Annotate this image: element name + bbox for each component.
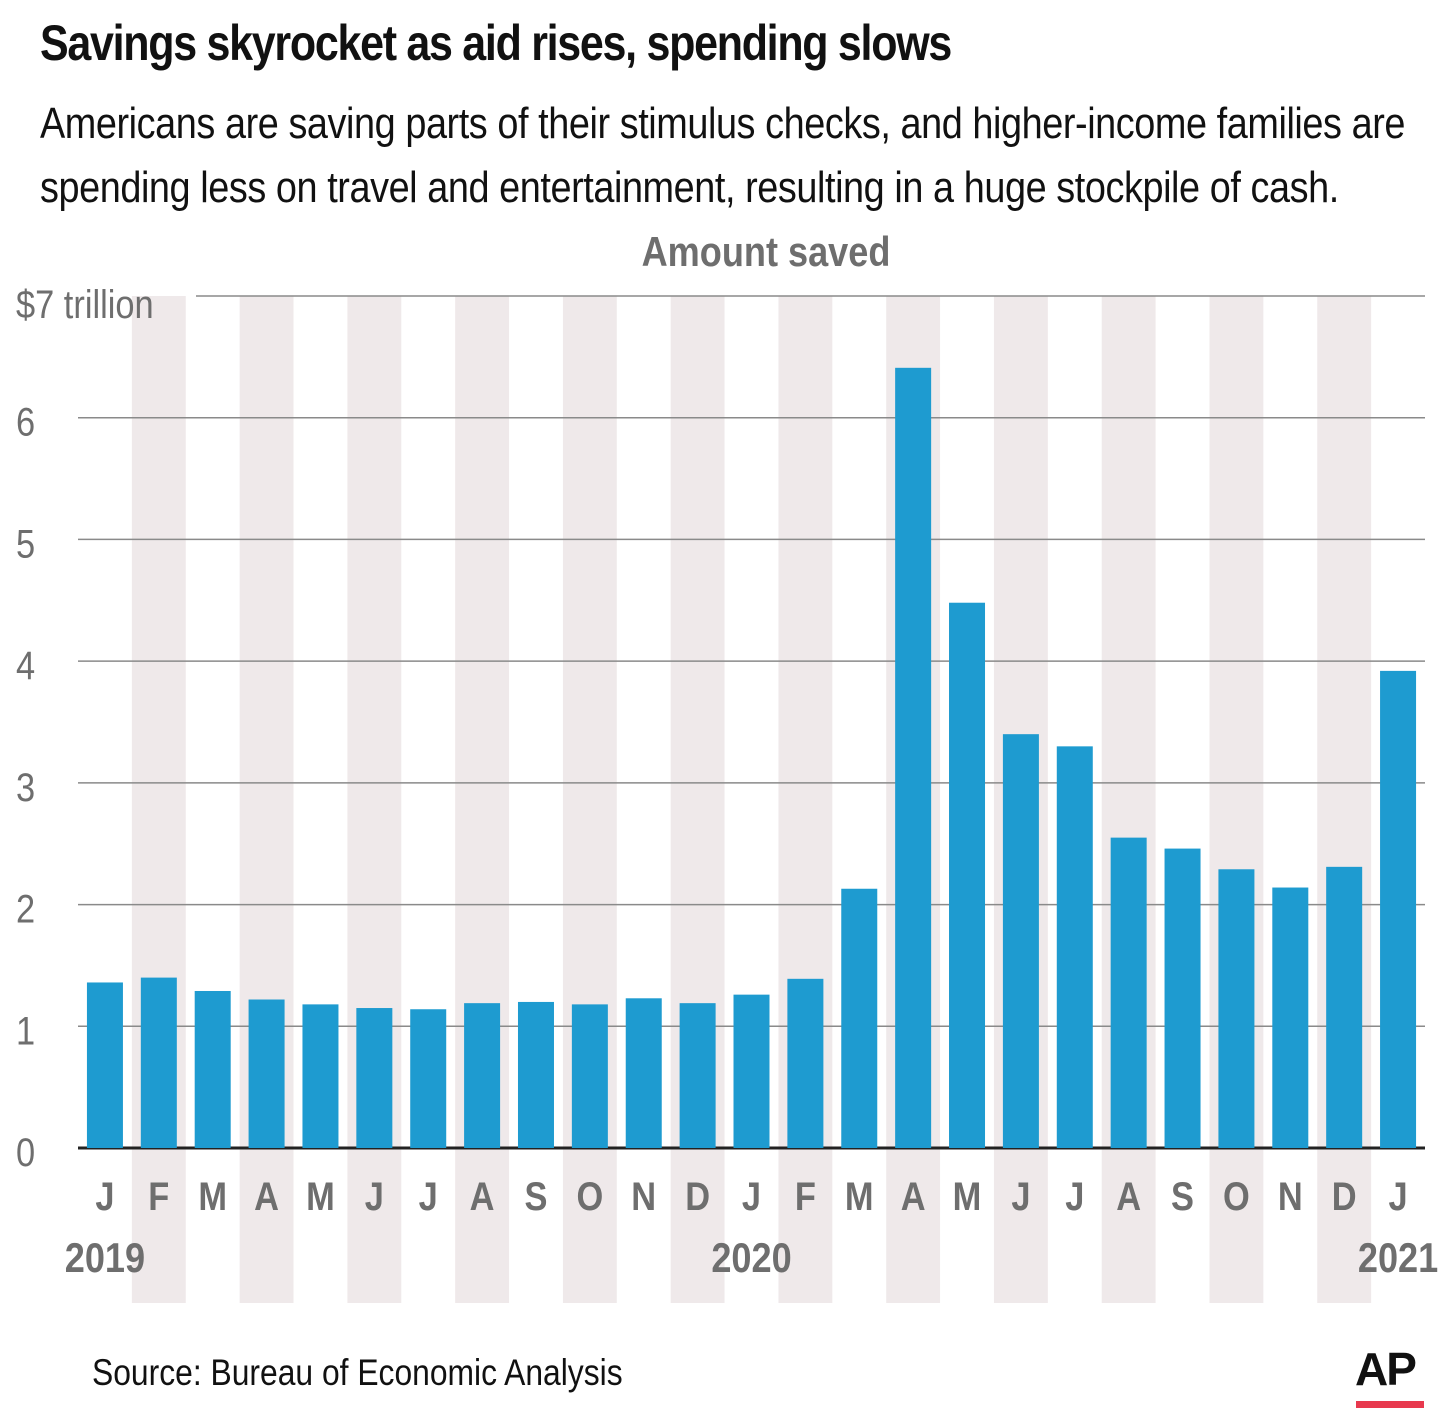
month-band: [670, 296, 725, 1303]
y-tick-label: 3: [16, 764, 35, 809]
bar-17: [1002, 734, 1039, 1148]
month-band: [347, 296, 402, 1303]
bar-4: [302, 1004, 339, 1148]
x-tick-label: J: [419, 1174, 438, 1219]
ap-logo: AP: [1355, 1343, 1417, 1395]
x-tick-label: J: [1011, 1174, 1030, 1219]
x-tick-label: A: [470, 1174, 495, 1219]
bar-11: [679, 1003, 716, 1148]
page-title: Savings skyrocket as aid rises, spending…: [40, 15, 952, 71]
bar-16: [949, 602, 986, 1148]
y-tick-label: 6: [16, 399, 35, 444]
bar-21: [1218, 869, 1255, 1148]
bar-12: [733, 994, 770, 1148]
month-band: [562, 296, 617, 1303]
x-tick-label: M: [306, 1174, 335, 1219]
bar-20: [1164, 848, 1201, 1148]
x-tick-label: J: [742, 1174, 761, 1219]
month-band: [131, 296, 186, 1303]
x-tick-label: F: [148, 1174, 169, 1219]
x-tick-label: O: [576, 1174, 603, 1219]
month-band: [1317, 296, 1372, 1303]
bar-23: [1326, 866, 1363, 1148]
x-tick-label: A: [1116, 1174, 1141, 1219]
x-tick-label: N: [1278, 1174, 1303, 1219]
y-tick-label: $7 trillion: [16, 282, 154, 327]
chart-title: Amount saved: [642, 230, 891, 276]
x-tick-label: F: [795, 1174, 816, 1219]
x-tick-label: J: [365, 1174, 384, 1219]
bar-6: [410, 1009, 447, 1148]
x-tick-label: J: [1065, 1174, 1084, 1219]
ap-logo-accent-bar: [1356, 1401, 1424, 1408]
bar-13: [787, 978, 824, 1148]
page-subtitle: Americans are saving parts of their stim…: [40, 99, 1405, 212]
bar-9: [571, 1004, 608, 1148]
bar-5: [356, 1008, 393, 1148]
x-tick-label: A: [901, 1174, 926, 1219]
x-tick-label: J: [1388, 1174, 1407, 1219]
bar-10: [625, 998, 662, 1148]
month-band: [455, 296, 510, 1303]
bar-24: [1380, 670, 1417, 1148]
x-tick-label: M: [953, 1174, 982, 1219]
x-tick-label: O: [1223, 1174, 1250, 1219]
bar-22: [1272, 887, 1309, 1148]
bar-18: [1056, 746, 1093, 1148]
bar-1: [140, 977, 177, 1148]
month-band: [239, 296, 294, 1303]
year-label: 2019: [65, 1236, 145, 1282]
bar-8: [517, 1001, 554, 1148]
x-tick-label: D: [1332, 1174, 1357, 1219]
month-band: [1101, 296, 1156, 1303]
y-tick-label: 4: [16, 643, 35, 688]
x-tick-label: S: [525, 1174, 548, 1219]
bar-7: [464, 1003, 501, 1148]
year-label: 2020: [711, 1236, 791, 1282]
y-tick-label: 0: [16, 1130, 35, 1175]
x-tick-label: J: [95, 1174, 114, 1219]
x-tick-label: M: [845, 1174, 874, 1219]
y-tick-label: 2: [16, 886, 35, 931]
month-band: [778, 296, 833, 1303]
bar-0: [86, 982, 123, 1148]
x-tick-label: N: [631, 1174, 656, 1219]
bar-2: [194, 990, 231, 1148]
y-tick-label: 1: [16, 1008, 35, 1053]
y-tick-label: 5: [16, 521, 35, 566]
x-tick-label: M: [198, 1174, 227, 1219]
source-note: Source: Bureau of Economic Analysis: [92, 1352, 623, 1393]
x-tick-label: A: [254, 1174, 279, 1219]
year-label: 2021: [1358, 1236, 1438, 1282]
x-tick-label: S: [1171, 1174, 1194, 1219]
x-tick-label: D: [685, 1174, 710, 1219]
bar-19: [1110, 837, 1147, 1148]
bar-3: [248, 999, 285, 1148]
bar-15: [895, 367, 932, 1149]
month-band: [1209, 296, 1264, 1303]
bar-14: [841, 888, 878, 1148]
